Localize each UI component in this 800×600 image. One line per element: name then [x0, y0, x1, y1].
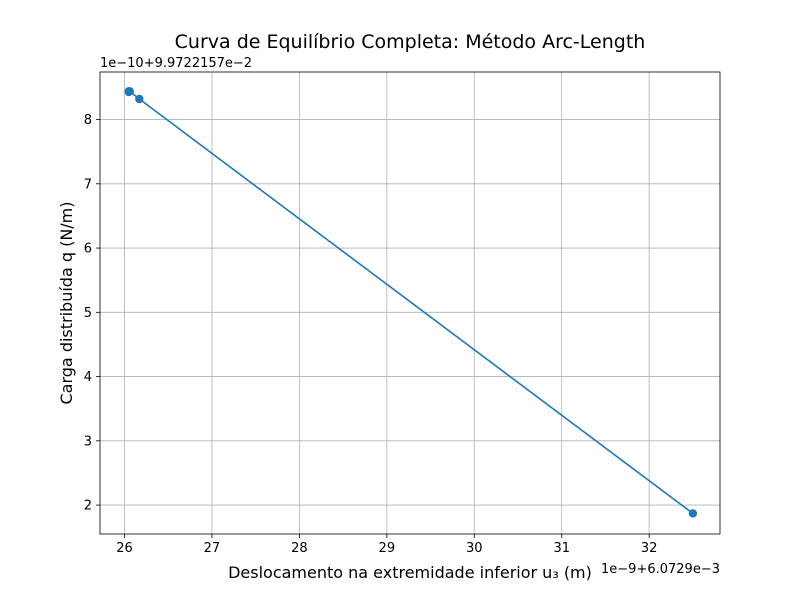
- x-axis-offset-label: 1e−9+6.0729e−3: [601, 562, 720, 577]
- y-axis-label: Carga distribuída q (N/m): [57, 201, 76, 404]
- x-tick-label: 32: [641, 541, 658, 556]
- chart-title: Curva de Equilíbrio Completa: Método Arc…: [175, 31, 646, 53]
- y-tick-label: 4: [84, 370, 92, 385]
- data-point: [125, 87, 134, 96]
- x-tick-label: 27: [204, 541, 221, 556]
- grid: [100, 72, 720, 534]
- y-tick-label: 2: [84, 499, 92, 514]
- y-tick-label: 5: [84, 306, 92, 321]
- y-tick-label: 6: [84, 242, 92, 257]
- y-tick-label: 7: [84, 177, 92, 192]
- x-tick-label: 28: [291, 541, 308, 556]
- x-tick-label: 31: [553, 541, 570, 556]
- y-axis-offset-label: 1e−10+9.9722157e−2: [100, 56, 252, 71]
- ticks: 26 27 28 29 30 31 32 2 3 4 5 6 7 8: [84, 113, 658, 556]
- y-tick-label: 3: [84, 434, 92, 449]
- data-point: [688, 509, 698, 518]
- y-tick-label: 8: [84, 113, 92, 128]
- data-point: [135, 94, 144, 104]
- x-tick-label: 30: [466, 541, 483, 556]
- x-axis-label: Deslocamento na extremidade inferior u₃ …: [228, 563, 592, 582]
- plot-frame: [99, 71, 721, 535]
- x-tick-label: 26: [116, 541, 133, 556]
- series-layer: [124, 87, 698, 518]
- x-tick-label: 29: [379, 541, 396, 556]
